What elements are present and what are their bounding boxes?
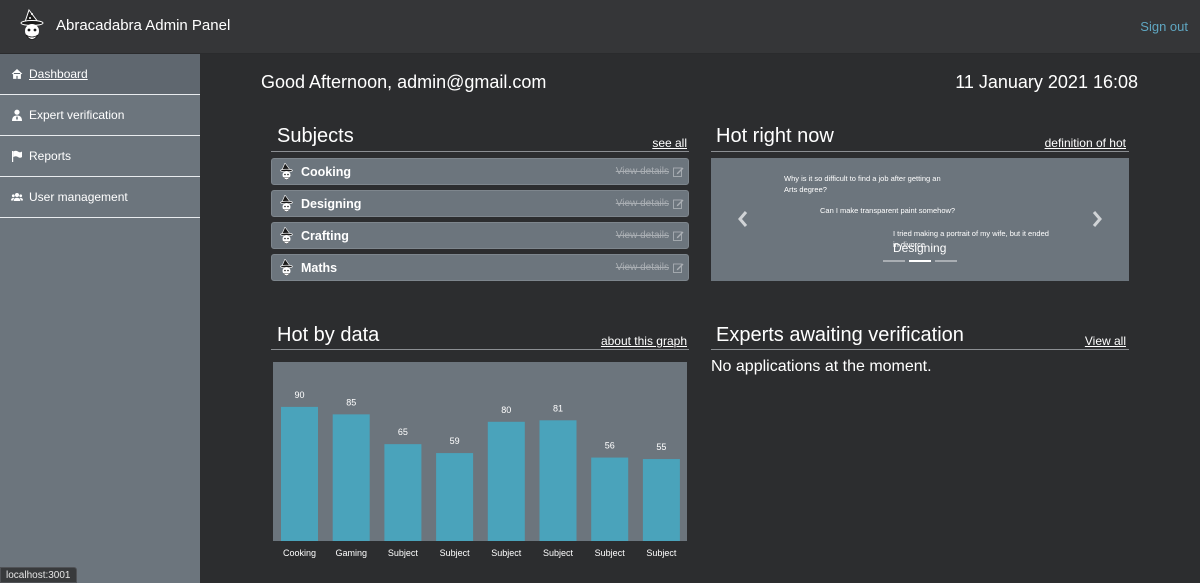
sidebar-item-reports[interactable]: Reports: [0, 136, 200, 177]
chart-bar: [591, 457, 629, 541]
chart-bar: [539, 420, 577, 541]
subject-name: Designing: [301, 196, 362, 211]
wizard-icon: [280, 194, 293, 212]
definition-of-hot-link[interactable]: definition of hot: [1044, 136, 1126, 150]
chart-bar: [642, 459, 680, 541]
hot-question[interactable]: I tried making a portrait of my wife, bu…: [893, 229, 1049, 249]
view-all-experts-link[interactable]: View all: [1084, 334, 1126, 348]
bar-value-label: 65: [398, 427, 408, 437]
bar-value-label: 81: [553, 403, 563, 413]
app-title: Abracadabra Admin Panel: [56, 17, 231, 34]
subject-name: Crafting: [301, 228, 349, 243]
hot-by-data-divider: [271, 349, 689, 350]
sidebar-item-label: Dashboard: [29, 67, 88, 81]
sign-out-link[interactable]: Sign out: [1140, 19, 1188, 34]
x-tick-label: Subject: [543, 548, 574, 558]
hot-question[interactable]: Why is it so difficult to find a job aft…: [784, 174, 941, 194]
hot-question[interactable]: Can I make transparent paint somehow?: [820, 206, 956, 215]
chevron-right-icon[interactable]: [1089, 208, 1105, 230]
bar-value-label: 80: [501, 405, 511, 415]
bar-value-label: 59: [450, 436, 460, 446]
sidebar: Dashboard Expert verification Reports Us…: [0, 54, 200, 583]
wizard-icon: [280, 226, 293, 244]
about-this-graph-link[interactable]: about this graph: [600, 334, 687, 348]
edit-icon[interactable]: [673, 198, 684, 209]
greeting-text: Good Afternoon, admin@gmail.com: [261, 72, 547, 92]
wizard-icon: [280, 162, 293, 180]
bar-chart-svg: 90 Cooking 85 Gaming 65 Subject 59 Subject 80 Sub…: [281, 390, 680, 558]
view-details-link[interactable]: View details: [615, 262, 669, 273]
sidebar-item-label: Reports: [29, 149, 72, 163]
x-tick-label: Subject: [646, 548, 677, 558]
user-tie-icon: [12, 109, 22, 121]
subjects-heading: Subjects: [277, 125, 354, 147]
hot-divider: [711, 151, 1129, 152]
subject-row-maths[interactable]: Maths View details: [271, 254, 689, 281]
chart-bar: [281, 406, 318, 541]
home-icon: [11, 68, 23, 79]
carousel-indicator[interactable]: [883, 260, 905, 262]
sidebar-item-label: Expert verification: [29, 108, 125, 122]
subject-row-designing[interactable]: Designing View details: [271, 190, 689, 217]
experts-heading: Experts awaiting verification: [716, 324, 964, 346]
sidebar-item-label: User management: [29, 190, 128, 204]
edit-icon[interactable]: [673, 262, 684, 273]
chart-bar: [436, 453, 474, 541]
view-details-link[interactable]: View details: [615, 166, 669, 177]
x-tick-label: Gaming: [335, 548, 367, 558]
edit-icon[interactable]: [673, 230, 684, 241]
hot-right-now-heading: Hot right now: [716, 125, 834, 147]
bar-value-label: 90: [294, 390, 304, 400]
subject-row-cooking[interactable]: Cooking View details: [271, 158, 689, 185]
sidebar-item-dashboard[interactable]: Dashboard: [0, 54, 200, 95]
carousel-indicator[interactable]: [935, 260, 957, 262]
chart-bar: [384, 444, 422, 541]
x-tick-label: Cooking: [283, 548, 316, 558]
sidebar-item-expert-verification[interactable]: Expert verification: [0, 95, 200, 136]
wizard-icon: [280, 258, 293, 276]
subjects-divider: [271, 151, 689, 152]
carousel-indicator-active[interactable]: [909, 260, 931, 262]
carousel-caption: Designing: [893, 241, 947, 255]
edit-icon[interactable]: [673, 166, 684, 177]
hot-by-data-chart: 90 Cooking 85 Gaming 65 Subject 59 Subject 80 Sub…: [273, 362, 687, 558]
chevron-left-icon[interactable]: [735, 208, 751, 230]
bar-value-label: 56: [605, 441, 615, 451]
hot-by-data-heading: Hot by data: [277, 324, 380, 346]
see-all-link[interactable]: see all: [652, 136, 687, 150]
bar-value-label: 85: [346, 397, 356, 407]
chart-bar: [332, 414, 370, 541]
view-details-link[interactable]: View details: [615, 198, 669, 209]
chart-bar: [487, 421, 525, 541]
current-datetime: 11 January 2021 16:08: [955, 72, 1138, 92]
x-tick-label: Subject: [388, 548, 419, 558]
subject-row-crafting[interactable]: Crafting View details: [271, 222, 689, 249]
x-tick-label: Subject: [491, 548, 522, 558]
hot-carousel: Why is it so difficult to find a job aft…: [711, 158, 1129, 281]
status-bar-url: localhost:3001: [0, 567, 77, 583]
bar-value-label: 55: [656, 442, 666, 452]
x-tick-label: Subject: [440, 548, 471, 558]
experts-divider: [711, 349, 1129, 350]
top-navbar: Abracadabra Admin Panel Sign out: [0, 0, 1200, 54]
no-applications-text: No applications at the moment.: [711, 358, 932, 375]
subject-name: Cooking: [301, 164, 351, 179]
x-tick-label: Subject: [595, 548, 626, 558]
flag-icon: [12, 150, 22, 162]
subject-name: Maths: [301, 260, 338, 275]
users-icon: [11, 193, 23, 201]
view-details-link[interactable]: View details: [615, 230, 669, 241]
wizard-icon[interactable]: [16, 8, 50, 44]
sidebar-item-user-management[interactable]: User management: [0, 177, 200, 218]
